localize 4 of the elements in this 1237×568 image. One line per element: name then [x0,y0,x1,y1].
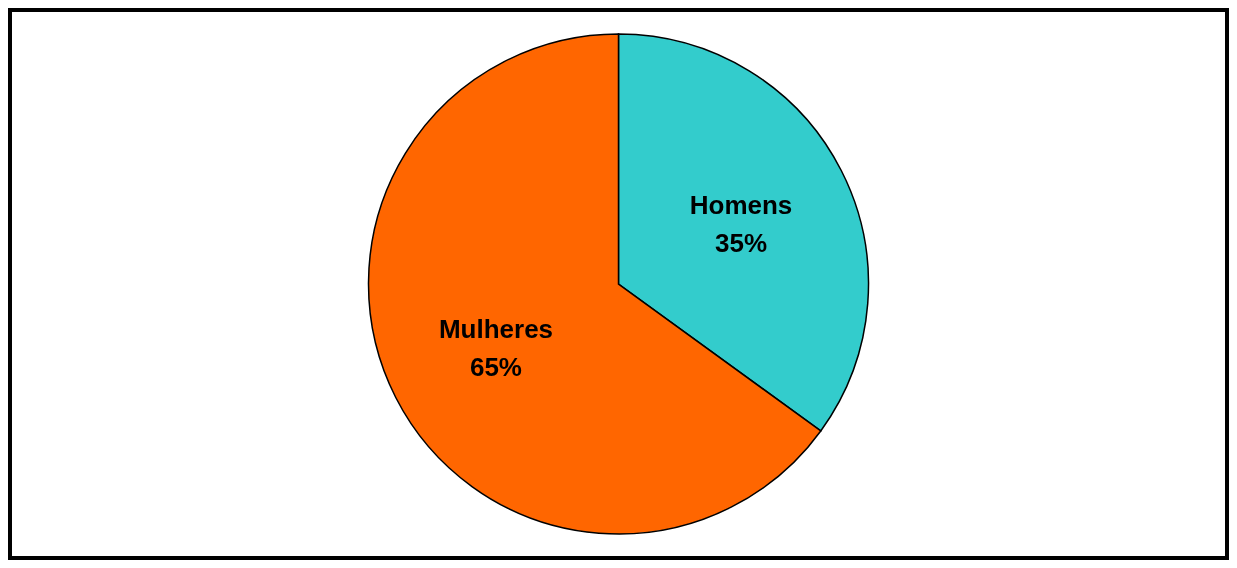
slice-label: Mulheres [438,314,554,345]
data-label: 35% [714,227,768,258]
data-label: 65% [469,352,523,383]
slice-label: Homens [689,189,793,220]
